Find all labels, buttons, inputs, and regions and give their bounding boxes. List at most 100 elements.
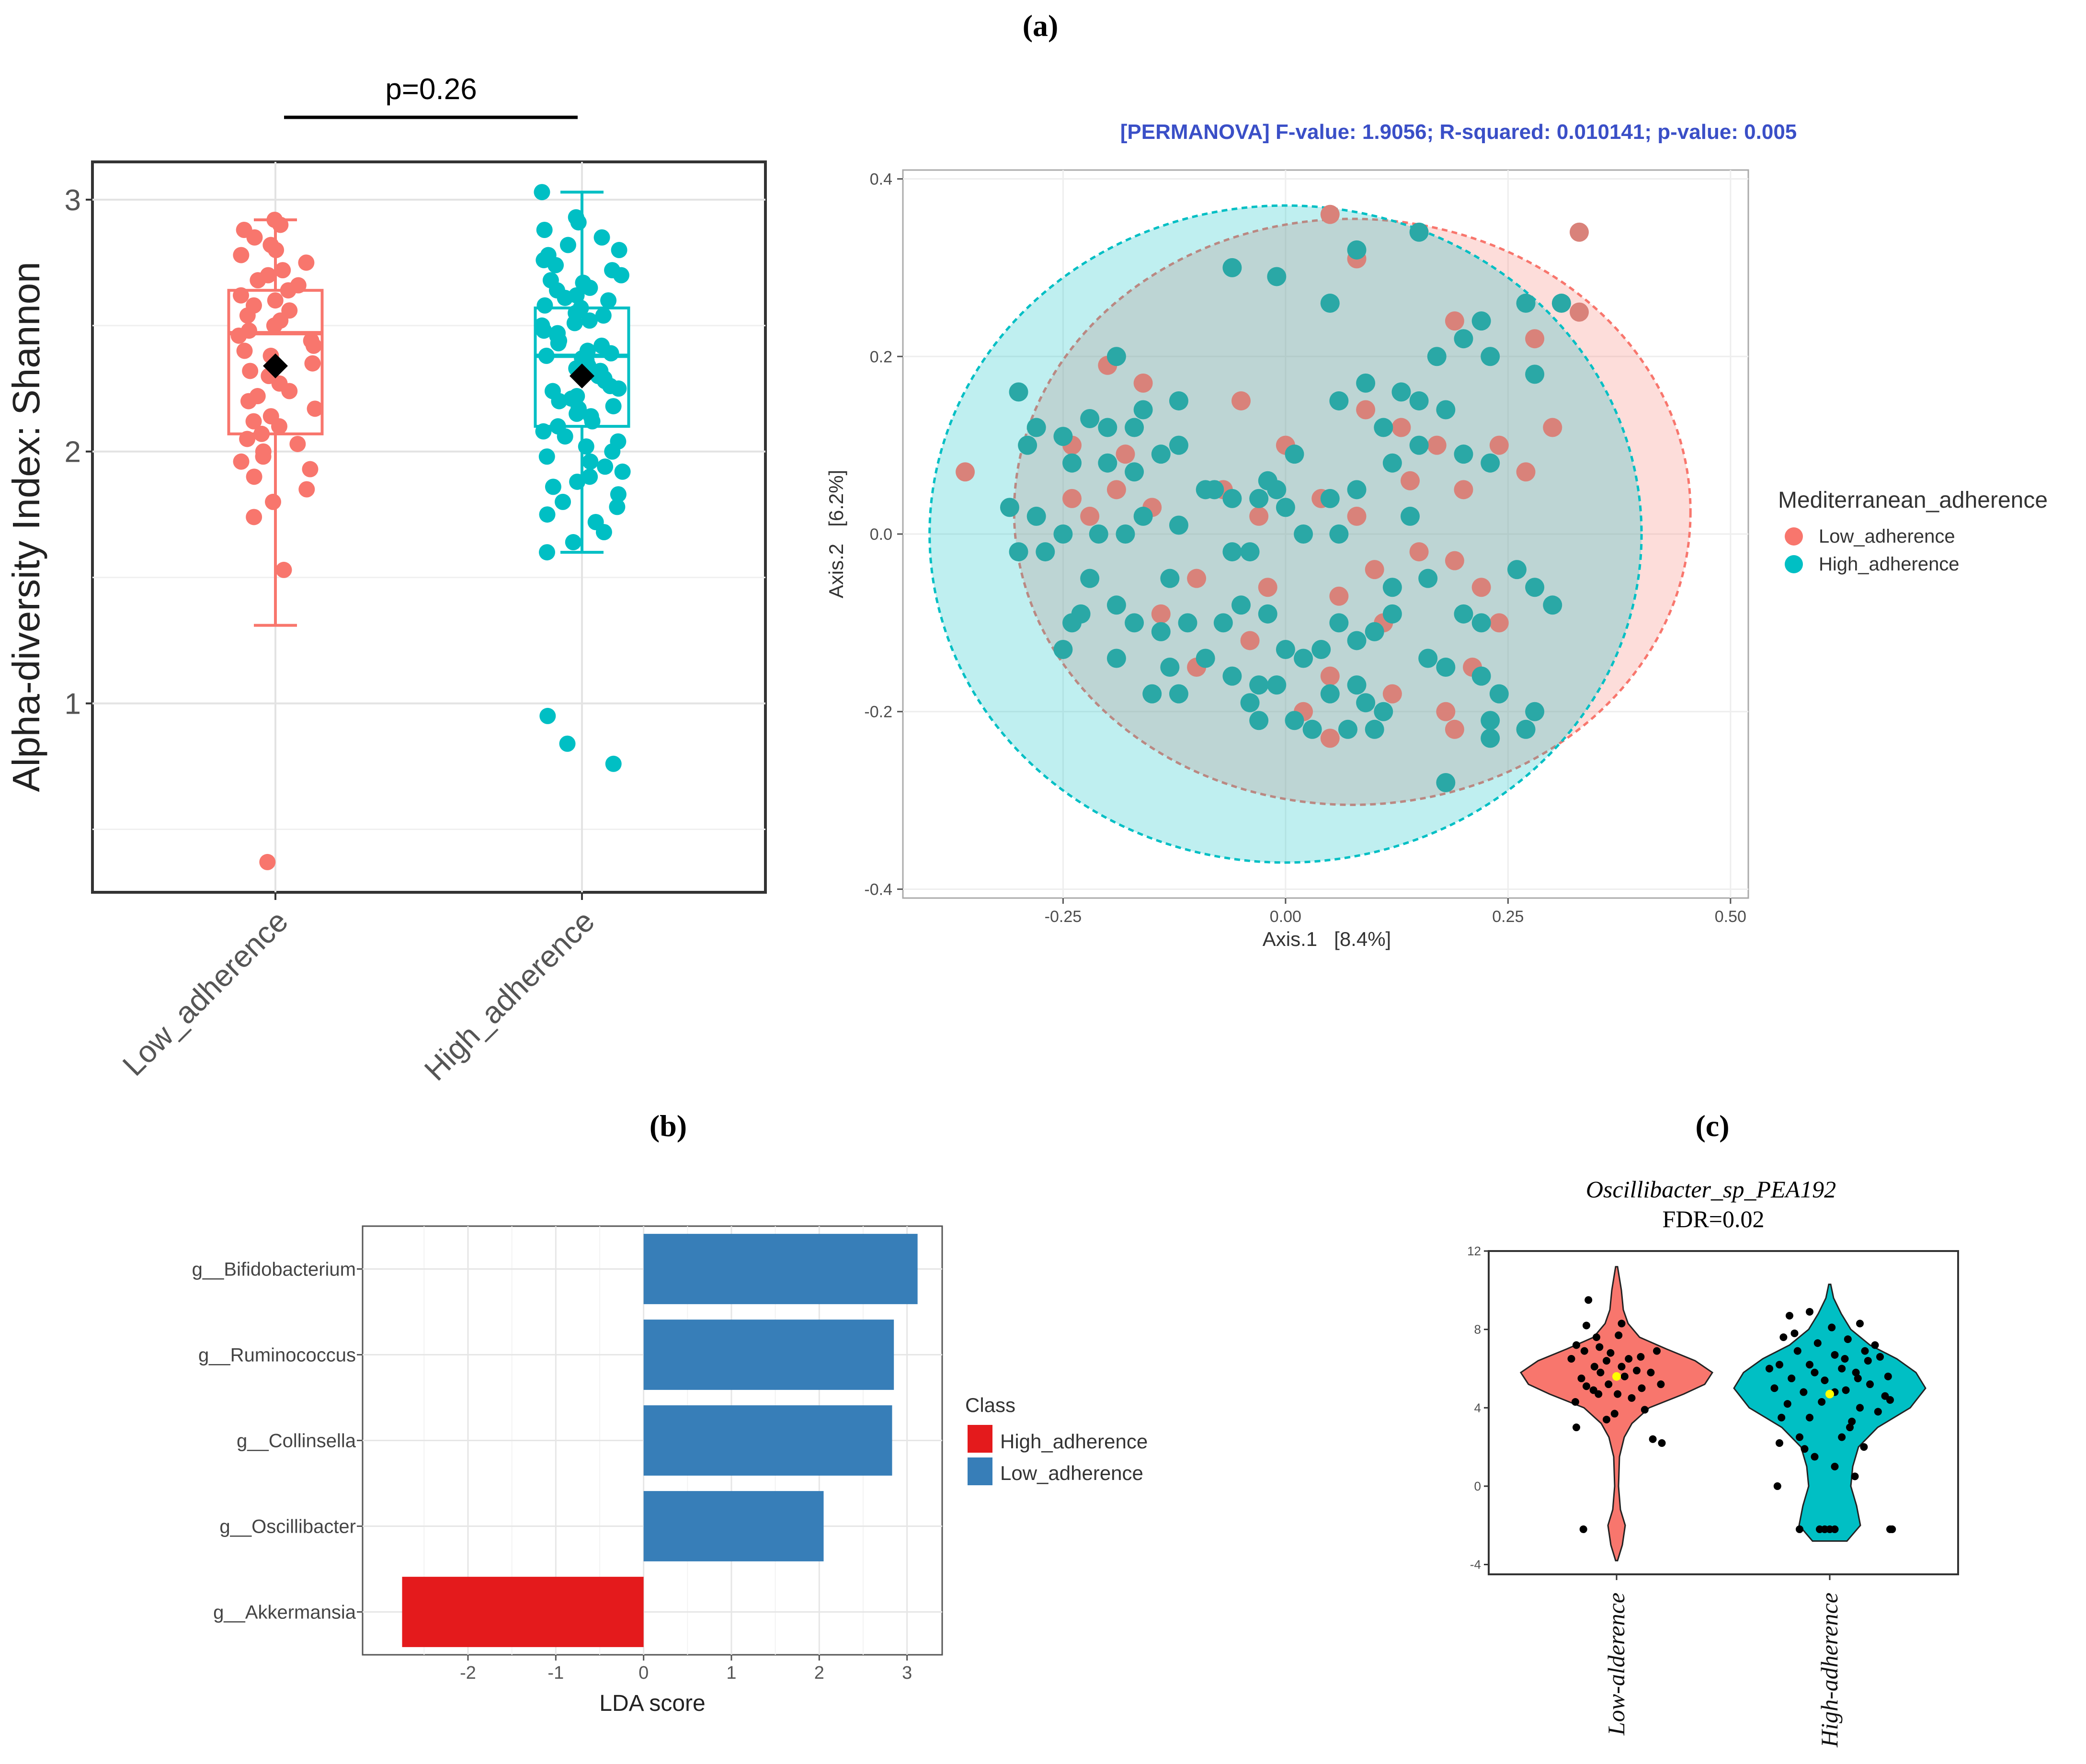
alpha-point <box>268 242 285 259</box>
violin-point <box>1615 1331 1623 1339</box>
pcoa-point-high <box>1285 711 1304 730</box>
pcoa-points <box>956 205 1589 793</box>
pcoa-point-high <box>1374 418 1393 437</box>
alpha-point <box>274 262 291 279</box>
pcoa-point-low <box>1525 329 1545 349</box>
pcoa-point-high <box>1222 489 1242 508</box>
alpha-point <box>600 292 617 309</box>
pcoa-point-low <box>1320 205 1340 224</box>
pcoa-point-high <box>1436 773 1456 793</box>
pcoa-point-high <box>1062 453 1082 473</box>
pcoa-point-high <box>1294 524 1313 544</box>
lefse-ytick-label: g__Bifidobacterium <box>192 1259 356 1280</box>
violin-point <box>1628 1394 1636 1402</box>
violin-point <box>1801 1445 1809 1453</box>
alpha-point <box>581 468 598 485</box>
pcoa-point-low <box>1471 578 1491 597</box>
violin-point <box>1874 1408 1882 1416</box>
pcoa-point-high <box>1240 542 1260 562</box>
pcoa-point-high <box>1382 578 1402 597</box>
pcoa-point-high <box>1347 480 1367 500</box>
alpha-point <box>595 307 612 324</box>
pcoa-point-low <box>1347 506 1367 526</box>
violin-point <box>1854 1374 1862 1382</box>
pcoa-point-high <box>1329 391 1349 410</box>
pcoa-point-high <box>1436 400 1456 420</box>
pcoa-xtick-label: 0.00 <box>1270 908 1301 926</box>
lefse-xtick-label: 3 <box>902 1663 912 1683</box>
violin-point <box>1766 1365 1773 1373</box>
pcoa-ytick-label: 0.2 <box>870 348 892 366</box>
violin-mean-marker <box>1612 1372 1621 1381</box>
alpha-point <box>272 216 289 233</box>
alpha-point <box>559 735 576 752</box>
pcoa-ytick-label: -0.4 <box>864 880 892 899</box>
violin-ytick-label: 0 <box>1474 1479 1481 1493</box>
alpha-point <box>614 463 631 480</box>
pcoa-point-high <box>1160 658 1180 677</box>
lefse-bar <box>402 1577 644 1647</box>
pcoa-point-high <box>1489 684 1509 704</box>
pcoa-point-high <box>1418 649 1438 668</box>
pcoa-point-high <box>1382 604 1402 624</box>
alpha-point <box>539 707 556 724</box>
violin-point <box>1821 1377 1829 1384</box>
panel-label-a: (a) <box>1023 9 1059 43</box>
pcoa-point-high <box>1356 693 1376 713</box>
pcoa-point-low <box>1240 631 1260 650</box>
pcoa-point-high <box>1151 444 1171 464</box>
violin-point <box>1848 1417 1856 1425</box>
violin-point <box>1583 1382 1590 1390</box>
lefse-xtick-label: 2 <box>814 1663 824 1683</box>
violin-ytick-label: -4 <box>1470 1558 1481 1572</box>
alpha-point <box>280 282 296 299</box>
pcoa-point-high <box>1454 444 1473 464</box>
pcoa-point-low <box>1106 480 1126 500</box>
pcoa-point-high <box>1125 462 1144 482</box>
alpha-point <box>302 461 319 478</box>
alpha-point <box>569 473 586 490</box>
violin-point <box>1649 1435 1657 1443</box>
alpha-point <box>538 347 555 364</box>
alpha-point <box>253 425 270 442</box>
alpha-point <box>557 289 573 306</box>
violin-point <box>1567 1355 1575 1363</box>
pcoa-ytick-label: -0.2 <box>864 703 892 721</box>
violin-ytick-label: 12 <box>1467 1244 1481 1258</box>
alpha-point <box>610 380 627 397</box>
lefse-legend-key-low <box>968 1457 992 1485</box>
lefse-legend-label-high: High_adherence <box>1000 1430 1148 1453</box>
pcoa-point-high <box>1106 649 1126 668</box>
alpha-point <box>538 448 555 465</box>
pcoa-title: [PERMANOVA] F-value: 1.9056; R-squared: … <box>1120 120 1797 144</box>
pcoa-point-high <box>1231 595 1251 615</box>
pcoa-point-high <box>1169 515 1188 535</box>
pcoa-point-high <box>1507 560 1527 580</box>
pcoa-point-low <box>1080 506 1100 526</box>
alpha-point <box>230 327 247 344</box>
pcoa-point-low <box>1427 435 1447 455</box>
pcoa-point-high <box>1285 444 1304 464</box>
violin-point <box>1842 1386 1850 1394</box>
alpha-point <box>551 393 568 410</box>
pcoa-point-low <box>1329 586 1349 606</box>
violin-point <box>1860 1443 1868 1451</box>
violin-point <box>1831 1351 1839 1359</box>
alpha-point <box>593 229 610 246</box>
lefse-bars <box>402 1234 918 1647</box>
violin-point <box>1888 1525 1896 1533</box>
violin-point <box>1620 1372 1629 1380</box>
pcoa-point-high <box>1222 258 1242 277</box>
pcoa-point-high <box>1347 240 1367 260</box>
pcoa-point-high <box>1125 418 1144 437</box>
pcoa-point-high <box>1098 418 1117 437</box>
violin-yticks: -4 0 4 8 12 <box>1467 1244 1489 1572</box>
violin-point <box>1876 1353 1884 1361</box>
pcoa-point-high <box>1026 418 1046 437</box>
pcoa-legend-key-low <box>1785 527 1803 546</box>
pcoa-point-high <box>1409 435 1429 455</box>
pcoa-legend-key-high <box>1785 555 1803 573</box>
violin-point <box>1596 1368 1605 1377</box>
violin-point <box>1796 1525 1803 1533</box>
